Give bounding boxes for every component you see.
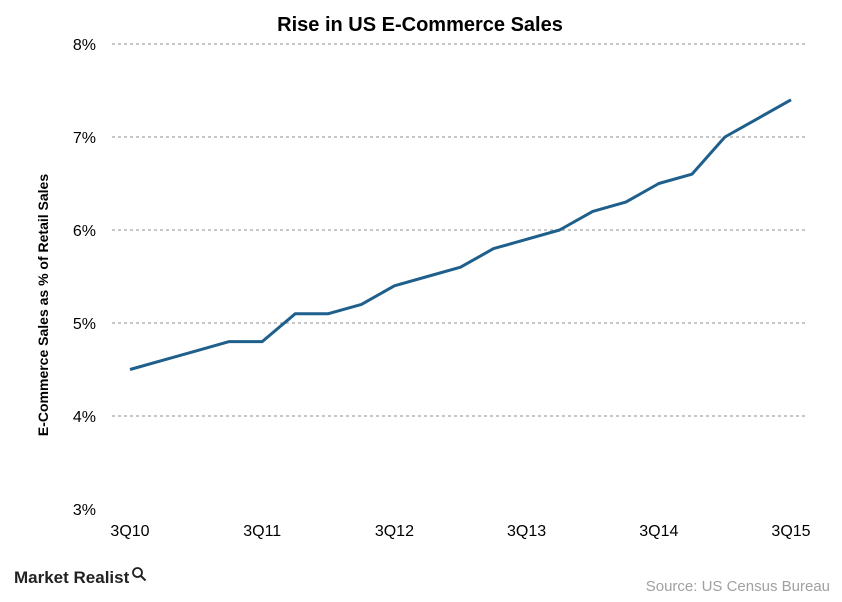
chart-title: Rise in US E-Commerce Sales [277,14,563,36]
source-note: Source: US Census Bureau [645,578,830,595]
series-group [129,98,792,371]
x-tick-label: 3Q14 [639,523,678,540]
x-axis-ticks: 3Q10 3Q11 3Q12 3Q13 3Q14 3Q15 [110,523,810,540]
brand-logo: Market Realist [14,567,147,588]
y-tick-label: 5% [73,316,96,333]
magnifier-icon [132,567,147,582]
series-line [129,98,792,371]
x-tick-label: 3Q13 [507,523,546,540]
y-tick-label: 7% [73,130,96,147]
brand-name: Market Realist [14,568,130,587]
gridlines [112,43,808,417]
y-axis-label: E-Commerce Sales as % of Retail Sales [35,174,51,436]
y-tick-label: 6% [73,223,96,240]
y-tick-label: 4% [73,409,96,426]
y-tick-label: 3% [73,502,96,519]
y-axis-ticks: 3% 4% 5% 6% 7% 8% [73,37,96,519]
x-tick-label: 3Q10 [110,523,149,540]
x-tick-label: 3Q15 [771,523,810,540]
x-tick-label: 3Q12 [375,523,414,540]
y-tick-label: 8% [73,37,96,54]
x-tick-label: 3Q11 [243,523,281,540]
